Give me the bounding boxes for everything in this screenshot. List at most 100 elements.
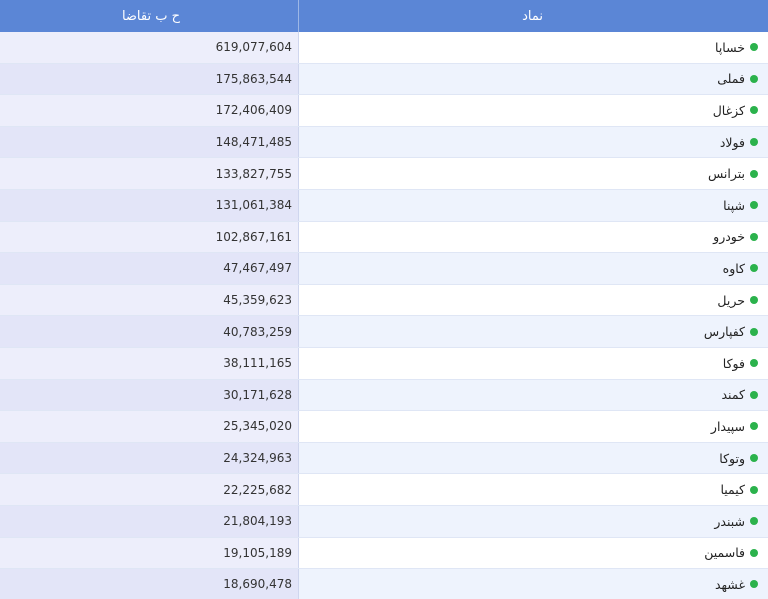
demand-volume-cell: 40,783,259 [0,316,299,347]
symbol-cell[interactable]: خساپا [299,32,768,63]
symbol-name[interactable]: خساپا [715,39,745,55]
symbol-cell[interactable]: وتوکا [299,442,768,474]
symbol-name[interactable]: حریل [717,292,745,308]
symbol-wrap: کزغال [713,103,758,118]
table-header: ح ب تقاضا نماد [0,0,768,32]
symbol-name[interactable]: کیمیا [720,482,745,498]
demand-volume-cell: 19,105,189 [0,537,299,569]
table-row[interactable]: 131,061,384 شپنا [0,189,768,222]
symbol-name[interactable]: بترانس [707,166,745,182]
symbol-name[interactable]: غشهد [714,576,745,592]
symbol-name[interactable]: فاسمین [704,545,745,561]
symbol-name[interactable]: کاوه [722,260,745,276]
demand-volume-cell: 38,111,165 [0,347,299,379]
symbol-wrap: غشهد [715,577,758,592]
symbol-name[interactable]: فملی [717,71,745,87]
status-dot-icon [750,138,758,147]
symbol-cell[interactable]: شپنا [299,189,768,221]
symbol-name[interactable]: کفپارس [703,324,745,340]
symbol-cell[interactable]: خودرو [299,221,768,253]
demand-volume-cell: 45,359,623 [0,284,299,316]
status-dot-icon [750,517,758,526]
symbol-wrap: فوکا [723,356,758,371]
table-row[interactable]: 175,863,544 فملی [0,63,768,96]
symbol-name[interactable]: خودرو [713,229,745,245]
symbol-cell[interactable]: حریل [299,284,768,316]
symbol-cell[interactable]: کفپارس [299,316,768,347]
table-row[interactable]: 24,324,963 وتوکا [0,442,768,475]
symbol-name[interactable]: وتوکا [719,450,745,466]
symbol-cell[interactable]: بترانس [299,158,768,189]
table-row[interactable]: 45,359,623 حریل [0,284,768,317]
symbol-wrap: فملی [717,71,758,86]
table-row[interactable]: 40,783,259 کفپارس [0,316,768,348]
symbol-name[interactable]: کزغال [712,102,745,118]
symbol-wrap: فولاد [720,135,758,150]
symbol-name[interactable]: فولاد [719,134,745,150]
table-row[interactable]: 18,690,478 غشهد [0,569,768,599]
symbol-cell[interactable]: سپیدار [299,411,768,442]
symbol-wrap: خودرو [713,229,758,244]
table-row[interactable]: 22,225,682 کیمیا [0,474,768,506]
demand-volume-cell: 18,690,478 [0,569,299,599]
symbol-wrap: کفپارس [704,324,758,339]
table-row[interactable]: 38,111,165 فوکا [0,347,768,380]
symbol-cell[interactable]: کزغال [299,95,768,126]
symbol-cell[interactable]: فولاد [299,126,768,158]
symbol-name[interactable]: شبندر [714,513,745,529]
symbol-name[interactable]: فوکا [722,355,745,371]
symbol-name[interactable]: سپیدار [710,418,745,434]
symbol-wrap: فاسمین [704,545,758,560]
table-row[interactable]: 21,804,193 شبندر [0,505,768,538]
demand-volume-cell: 619,077,604 [0,32,299,63]
demand-volume-cell: 172,406,409 [0,95,299,126]
status-dot-icon [750,264,758,273]
symbol-cell[interactable]: فاسمین [299,537,768,569]
status-dot-icon [750,232,758,241]
table-row[interactable]: 25,345,020 سپیدار [0,411,768,443]
symbol-cell[interactable]: کمند [299,379,768,411]
header-symbol[interactable]: نماد [522,8,543,24]
table-row[interactable]: 19,105,189 فاسمین [0,537,768,570]
table-row[interactable]: 148,471,485 فولاد [0,126,768,159]
symbol-wrap: کیمیا [720,482,758,497]
symbol-cell[interactable]: فملی [299,63,768,95]
demand-volume-cell: 148,471,485 [0,126,299,158]
status-dot-icon [750,169,758,178]
symbol-cell[interactable]: کاوه [299,253,768,284]
status-dot-icon [750,296,758,305]
symbol-wrap: کمند [721,387,758,402]
symbol-name[interactable]: کمند [721,387,745,403]
symbol-wrap: شپنا [723,198,758,213]
status-dot-icon [750,390,758,399]
table-row[interactable]: 102,867,161 خودرو [0,221,768,254]
symbol-cell[interactable]: غشهد [299,569,768,599]
symbol-cell[interactable]: کیمیا [299,474,768,505]
symbol-wrap: خساپا [715,40,758,55]
symbol-name[interactable]: شپنا [723,197,745,213]
table-row[interactable]: 133,827,755 بترانس [0,158,768,190]
demand-volume-cell: 133,827,755 [0,158,299,189]
status-dot-icon [750,454,758,463]
symbol-cell[interactable]: فوکا [299,347,768,379]
demand-volume-cell: 24,324,963 [0,442,299,474]
table-row[interactable]: 30,171,628 کمند [0,379,768,412]
symbol-wrap: شبندر [714,514,758,529]
symbol-wrap: حریل [717,293,758,308]
demand-volume-cell: 175,863,544 [0,63,299,95]
table-row[interactable]: 47,467,497 کاوه [0,253,768,285]
table-row[interactable]: 619,077,604 خساپا [0,32,768,64]
header-volume[interactable]: ح ب تقاضا [0,0,299,32]
status-dot-icon [750,106,758,115]
symbol-cell[interactable]: شبندر [299,505,768,537]
table-row[interactable]: 172,406,409 کزغال [0,95,768,127]
status-dot-icon [750,359,758,368]
status-dot-icon [750,580,758,589]
demand-volume-cell: 47,467,497 [0,253,299,284]
status-dot-icon [750,327,758,336]
symbol-wrap: بترانس [708,166,758,181]
status-dot-icon [750,43,758,52]
status-dot-icon [750,548,758,557]
status-dot-icon [750,201,758,210]
